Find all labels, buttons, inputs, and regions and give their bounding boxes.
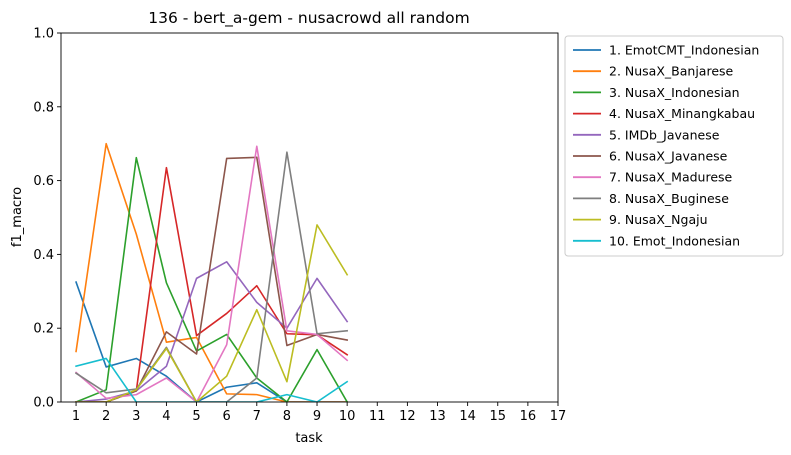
series-line-3 [75, 156, 349, 402]
legend-entry-6: 6. NusaX_Javanese [609, 149, 728, 164]
chart-title: 136 - bert_a-gem - nusacrowd all random [148, 9, 469, 28]
legend-entry-9: 9. NusaX_Ngaju [609, 212, 708, 227]
x-tick-label: 3 [132, 409, 140, 424]
legend-box [564, 35, 784, 257]
legend-entry-5: 5. IMDb_Javanese [609, 127, 720, 142]
y-tick-label: 0.0 [33, 396, 54, 411]
series-line-8 [74, 151, 349, 402]
legend-entry-3: 3. NusaX_Indonesian [609, 85, 740, 100]
legend-entry-4: 4. NusaX_Minangkabau [609, 106, 755, 121]
series-line-1 [75, 281, 348, 402]
x-tick-label: 5 [192, 409, 200, 424]
legend: 1. EmotCMT_Indonesian 2. NusaX_Banjarese 3… [564, 35, 784, 257]
legend-entry-10: 10. Emot_Indonesian [609, 233, 740, 248]
plot-frame [60, 32, 559, 403]
x-tick-label: 6 [223, 409, 231, 424]
plot-area [60, 32, 559, 403]
y-tick-label: 0.6 [33, 174, 54, 189]
x-tick-label: 8 [283, 409, 291, 424]
series-group [74, 142, 349, 402]
x-tick-label: 1 [72, 409, 80, 424]
series-line-2 [75, 142, 348, 402]
y-axis-label: f1_macro [10, 187, 25, 247]
y-tick-label: 0.8 [33, 100, 54, 115]
x-tick-label: 10 [339, 409, 356, 424]
x-tick-label: 17 [550, 409, 567, 424]
legend-entry-8: 8. NusaX_Buginese [609, 191, 729, 206]
x-tick-label: 7 [253, 409, 261, 424]
x-tick-label: 16 [520, 409, 537, 424]
x-axis-label: task [295, 431, 323, 446]
x-axis: 1 2 3 4 5 6 7 8 9 10 11 12 13 14 15 16 17 [72, 402, 566, 424]
x-tick-label: 11 [369, 409, 386, 424]
x-tick-label: 12 [399, 409, 416, 424]
y-tick-label: 0.2 [33, 322, 54, 337]
x-tick-label: 2 [102, 409, 110, 424]
y-tick-label: 0.4 [33, 248, 54, 263]
legend-entry-1: 1. EmotCMT_Indonesian [609, 43, 759, 58]
legend-entry-2: 2. NusaX_Banjarese [609, 64, 734, 79]
x-tick-label: 15 [489, 409, 506, 424]
y-axis: 0.0 0.2 0.4 0.6 0.8 1.0 [33, 27, 61, 411]
x-tick-label: 4 [162, 409, 170, 424]
series-line-10 [75, 357, 349, 402]
x-tick-label: 9 [313, 409, 321, 424]
x-tick-label: 13 [429, 409, 446, 424]
series-line-9 [75, 224, 349, 402]
x-tick-label: 14 [459, 409, 476, 424]
y-tick-label: 1.0 [33, 27, 54, 42]
legend-entry-7: 7. NusaX_Madurese [609, 170, 733, 185]
